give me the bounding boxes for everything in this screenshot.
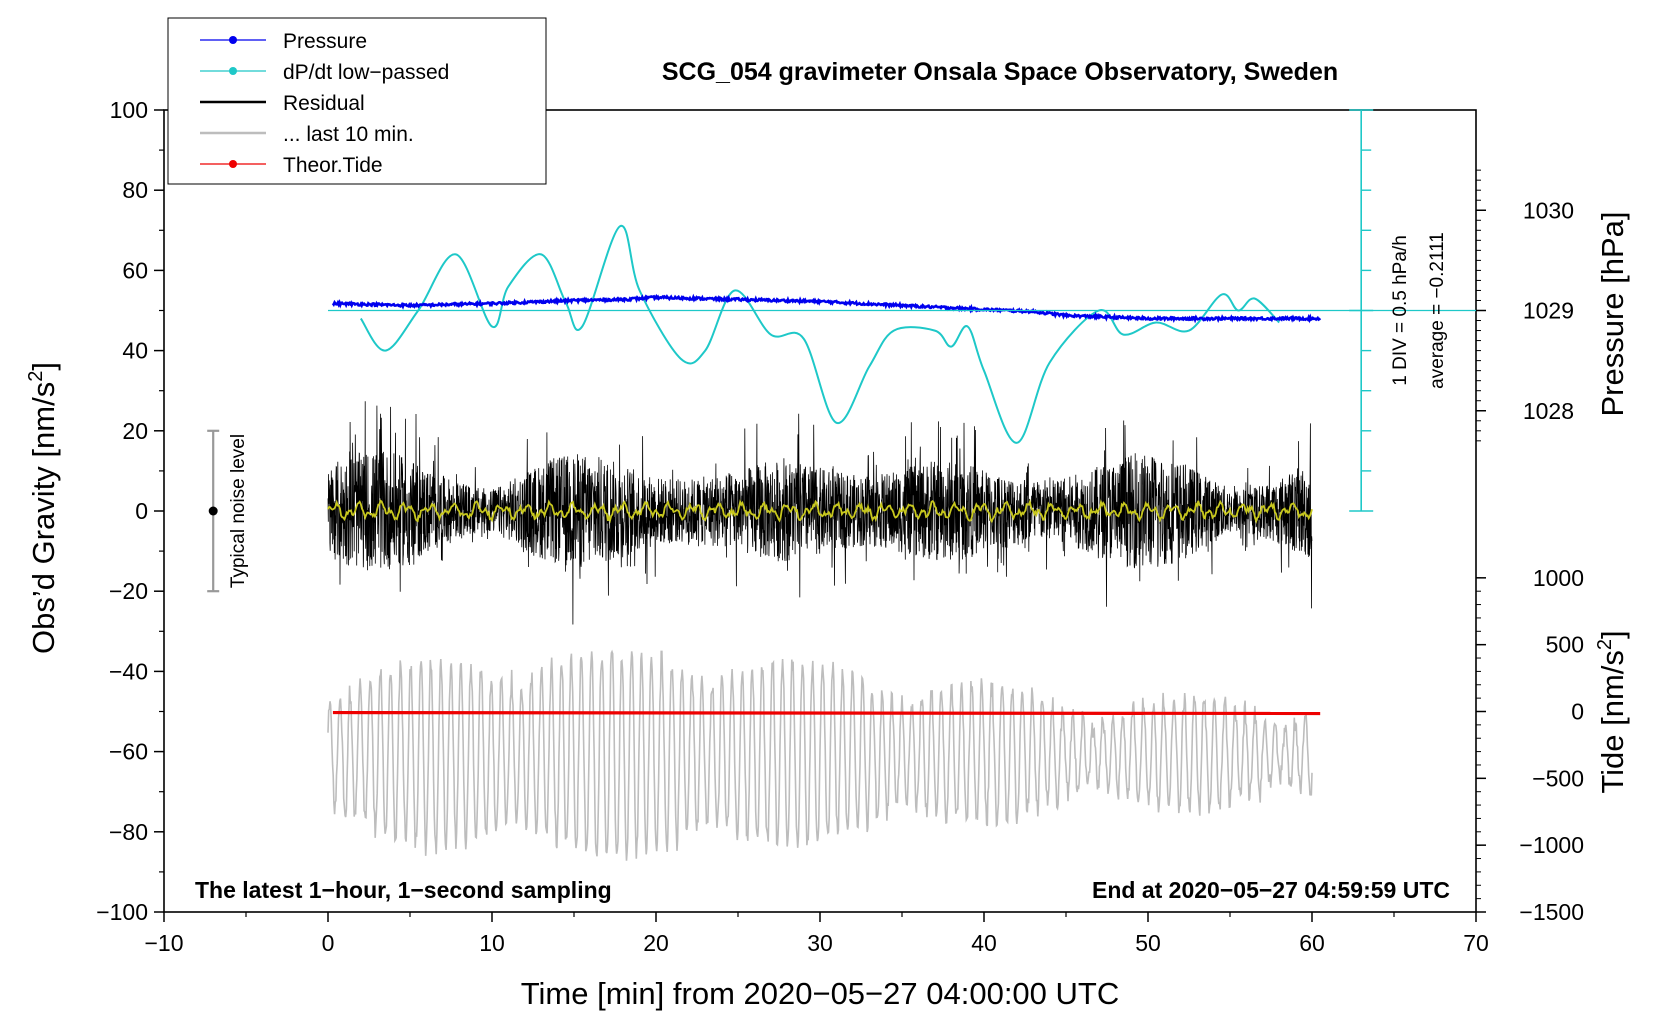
tide-axis-label-sup: 2	[1594, 639, 1616, 650]
legend-label: Theor.Tide	[283, 154, 383, 177]
residual-smoothed-series	[327, 498, 1313, 524]
dpdt-scale-label: 1 DIV = 0.5 hPa/h	[1390, 235, 1411, 386]
pressure-line	[331, 293, 1322, 324]
y-tick-label: −100	[96, 899, 148, 925]
dpdt-series	[359, 225, 1280, 444]
y-axis-label-main: Obs’d Gravity [nm/s	[26, 382, 61, 654]
tide-axis-label-main: Tide [nm/s	[1595, 650, 1630, 794]
residual-line	[327, 401, 1313, 625]
noise-level-label: Typical noise level	[228, 434, 249, 588]
tide-axis: 1000 500 0 −500 −1000 −1500	[1476, 565, 1584, 925]
y-tick-label: −40	[109, 658, 148, 684]
legend-item: dP/dt low−passed	[200, 61, 449, 84]
tide-tick-label: −500	[1532, 765, 1584, 791]
legend-label: Residual	[283, 92, 365, 115]
y-tick-label: 0	[135, 498, 148, 524]
dpdt-line	[359, 225, 1280, 444]
y-axis-left: 100 80 60 40 20 0 −20 −40 −60 −80 −100	[96, 97, 164, 925]
last-10-min-series	[327, 649, 1313, 861]
pressure-axis-label: Pressure [hPa]	[1595, 211, 1630, 416]
sampling-annotation: The latest 1−hour, 1−second sampling	[195, 877, 612, 903]
tide-tick-label: 500	[1546, 632, 1584, 658]
y-axis-label: Obs’d Gravity [nm/s2]	[25, 362, 61, 654]
pressure-axis: 1030 1029 1028	[1476, 169, 1574, 442]
tide-tick-label: −1000	[1519, 832, 1584, 858]
y-tick-label: 100	[110, 97, 148, 123]
tide-tick-label: 1000	[1533, 565, 1584, 591]
y-tick-label: 40	[122, 338, 148, 364]
y-axis-label-tail: ]	[26, 362, 61, 371]
legend-item: Theor.Tide	[200, 154, 383, 177]
theor-tide-series	[332, 710, 1321, 716]
pressure-tick-label: 1029	[1523, 298, 1574, 324]
end-time-annotation: End at 2020−05−27 04:59:59 UTC	[1092, 877, 1450, 903]
dpdt-scale-bar: 1 DIV = 0.5 hPa/h average = −0.2111	[328, 109, 1476, 512]
y-tick-label: −20	[109, 578, 148, 604]
x-tick-label: 30	[807, 930, 833, 956]
x-tick-label: 0	[322, 930, 335, 956]
chart-title: SCG_054 gravimeter Onsala Space Observat…	[662, 58, 1338, 86]
legend-item: ... last 10 min.	[200, 123, 414, 146]
x-tick-label: 10	[479, 930, 505, 956]
x-tick-label: 40	[971, 930, 997, 956]
x-tick-label: 50	[1135, 930, 1161, 956]
tide-axis-label-tail: ]	[1595, 630, 1630, 639]
x-tick-label: 60	[1299, 930, 1325, 956]
pressure-series	[331, 293, 1322, 324]
legend: Pressure dP/dt low−passed Residual ... last…	[167, 17, 547, 185]
dpdt-average-label: average = −0.2111	[1427, 232, 1448, 389]
pressure-tick-label: 1030	[1523, 197, 1574, 223]
last-10-min-line	[327, 649, 1313, 861]
x-tick-label: −10	[144, 930, 183, 956]
tide-tick-label: 0	[1571, 699, 1584, 725]
x-axis: −10 0 10 20 30 40 50 60 70	[144, 912, 1489, 956]
legend-swatch-marker	[229, 160, 237, 168]
theor-tide-line	[332, 710, 1321, 716]
legend-item: Pressure	[200, 30, 367, 53]
legend-swatch-marker	[229, 67, 237, 75]
y-tick-label: 20	[122, 418, 148, 444]
residual-smoothed-line	[327, 498, 1313, 524]
x-tick-label: 70	[1463, 930, 1489, 956]
legend-item: Residual	[200, 92, 365, 115]
y-tick-label: −80	[109, 819, 148, 845]
tide-axis-label: Tide [nm/s2]	[1594, 630, 1630, 793]
legend-label: Pressure	[283, 30, 367, 53]
legend-label: ... last 10 min.	[283, 123, 414, 146]
legend-label: dP/dt low−passed	[283, 61, 449, 84]
legend-swatch-marker	[229, 36, 237, 44]
y-tick-label: 80	[122, 177, 148, 203]
tide-tick-label: −1500	[1519, 899, 1584, 925]
x-axis-label: Time [min] from 2020−05−27 04:00:00 UTC	[521, 976, 1120, 1011]
residual-series	[327, 401, 1313, 625]
pressure-tick-label: 1028	[1523, 398, 1574, 424]
y-tick-label: −60	[109, 739, 148, 765]
noise-level-bar: Typical noise level	[207, 429, 249, 593]
y-axis-label-sup: 2	[25, 371, 47, 382]
noise-level-dot	[208, 506, 218, 516]
y-tick-label: 60	[122, 257, 148, 283]
x-tick-label: 20	[643, 930, 669, 956]
